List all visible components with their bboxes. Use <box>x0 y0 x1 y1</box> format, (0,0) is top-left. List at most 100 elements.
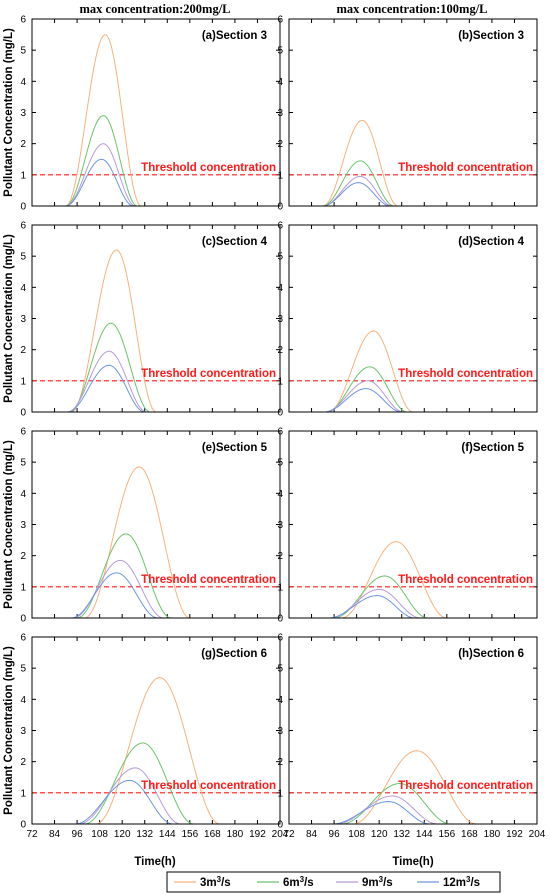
x-axis-label-right: Time(h) <box>392 856 433 868</box>
y-tick-label: 1 <box>277 376 283 387</box>
y-tick-label: 2 <box>20 551 26 562</box>
y-tick-label: 3 <box>277 314 283 325</box>
y-axis-labels-group: Pollutant Concentration (mg/L) Pollutant … <box>3 28 15 815</box>
y-tick-label: 2 <box>277 345 283 356</box>
legend-label-base: 12m <box>443 877 466 889</box>
chart-panel-5: 0 1 2 3 4 5 6 Threshold concentration (e)Section… <box>20 427 281 625</box>
legend-label-tail: /s <box>304 877 314 889</box>
column-title-left: max concentration:200mg/L <box>79 2 230 16</box>
x-axis-label-left: Time(h) <box>134 856 175 868</box>
y-tick-label: 6 <box>277 427 283 438</box>
panel-title: (c)Section 4 <box>202 236 268 248</box>
series-line <box>289 795 537 825</box>
y-tick-label: 2 <box>277 551 283 562</box>
x-tick-label: 108 <box>91 829 108 840</box>
legend-label-base: 9m <box>362 877 379 889</box>
chart-panel-3: 0 1 2 3 4 5 6 Threshold concentration (c)Section… <box>20 221 281 419</box>
y-tick-label: 6 <box>277 15 283 26</box>
threshold-label: Threshold concentration <box>141 162 276 174</box>
x-tick-label: 192 <box>249 829 266 840</box>
x-tick-label: 84 <box>306 829 318 840</box>
y-tick-label: 6 <box>20 427 26 438</box>
y-tick-label: 3 <box>20 108 26 119</box>
y-tick-label: 1 <box>20 582 26 593</box>
legend-label-base: 6m <box>283 877 300 889</box>
x-tick-label: 168 <box>461 829 478 840</box>
legend-label-sup: 3 <box>217 875 222 884</box>
x-tick-label: 144 <box>416 829 433 840</box>
series-line <box>32 350 280 413</box>
x-tick-label: 156 <box>181 829 198 840</box>
y-tick-label: 5 <box>20 664 26 675</box>
threshold-label: Threshold concentration <box>398 368 533 380</box>
y-tick-label: 6 <box>20 15 26 26</box>
y-tick-label: 1 <box>277 788 283 799</box>
legend-label-sup: 3 <box>300 875 305 884</box>
y-tick-label: 3 <box>277 726 283 737</box>
y-tick-label: 0 <box>277 408 283 419</box>
chart-panel-4: 0 1 2 3 4 5 6 Threshold concentration (d)Section… <box>277 221 538 419</box>
legend-label: 3m3/s <box>200 875 231 889</box>
y-tick-label: 2 <box>277 139 283 150</box>
y-tick-label: 4 <box>20 77 26 88</box>
legend-label: 6m3/s <box>283 875 314 889</box>
plot-frame <box>31 430 281 619</box>
x-tick-label: 168 <box>204 829 221 840</box>
y-tick-label: 3 <box>20 726 26 737</box>
y-tick-label: 3 <box>20 314 26 325</box>
x-tick-label: 156 <box>438 829 455 840</box>
threshold-label: Threshold concentration <box>398 780 533 792</box>
y-tick-label: 0 <box>20 408 26 419</box>
threshold-label: Threshold concentration <box>398 162 533 174</box>
y-axis-label: Pollutant Concentration (mg/L) <box>3 440 15 609</box>
legend-label-base: 3m <box>200 877 217 889</box>
plot-frame <box>288 430 538 619</box>
y-tick-label: 6 <box>277 633 283 644</box>
y-tick-label: 5 <box>20 458 26 469</box>
x-tick-label: 96 <box>72 829 84 840</box>
y-tick-label: 5 <box>277 252 283 263</box>
y-tick-label: 5 <box>277 46 283 57</box>
series-line <box>289 380 537 413</box>
series-line <box>32 767 280 825</box>
panel-title: (e)Section 5 <box>202 442 268 454</box>
legend-label-tail: /s <box>221 877 231 889</box>
series-line <box>289 182 537 207</box>
y-tick-label: 3 <box>277 520 283 531</box>
threshold-label: Threshold concentration <box>141 368 276 380</box>
threshold-label: Threshold concentration <box>398 574 533 586</box>
threshold-label: Threshold concentration <box>141 780 276 792</box>
series-line <box>32 34 280 207</box>
series-line <box>289 801 537 825</box>
legend-box <box>166 871 501 893</box>
x-tick-label: 84 <box>49 829 61 840</box>
y-tick-label: 3 <box>20 520 26 531</box>
chart-panel-1: 0 1 2 3 4 5 6 Threshold concentration (a)Section… <box>20 15 281 213</box>
y-tick-label: 0 <box>20 820 26 831</box>
column-title-right: max concentration:100mg/L <box>336 2 487 16</box>
y-tick-label: 4 <box>20 695 26 706</box>
y-tick-label: 2 <box>277 757 283 768</box>
legend-label-tail: /s <box>383 877 393 889</box>
y-axis-label: Pollutant Concentration (mg/L) <box>3 28 15 197</box>
legend-label: 9m3/s <box>362 875 393 889</box>
panel-title: (f)Section 5 <box>461 442 524 454</box>
panels-group: 0 1 2 3 4 5 6 Threshold concentration (a)Section… <box>20 15 545 841</box>
x-tick-label: 180 <box>227 829 244 840</box>
x-tick-label: 132 <box>136 829 153 840</box>
legend-label-tail: /s <box>470 877 480 889</box>
y-tick-label: 2 <box>20 345 26 356</box>
y-tick-label: 6 <box>20 633 26 644</box>
y-tick-label: 1 <box>277 170 283 181</box>
panel-title: (d)Section 4 <box>458 236 524 248</box>
y-tick-label: 3 <box>277 108 283 119</box>
panel-title: (a)Section 3 <box>202 30 267 42</box>
x-tick-label: 72 <box>283 829 295 840</box>
x-tick-label: 144 <box>159 829 176 840</box>
y-tick-label: 4 <box>277 77 283 88</box>
y-axis-label: Pollutant Concentration (mg/L) <box>3 646 15 815</box>
y-tick-label: 0 <box>277 614 283 625</box>
chart-panel-6: 0 1 2 3 4 5 6 Threshold concentration (f)Section… <box>277 427 538 625</box>
series-line <box>289 588 537 619</box>
x-tick-label: 192 <box>506 829 523 840</box>
